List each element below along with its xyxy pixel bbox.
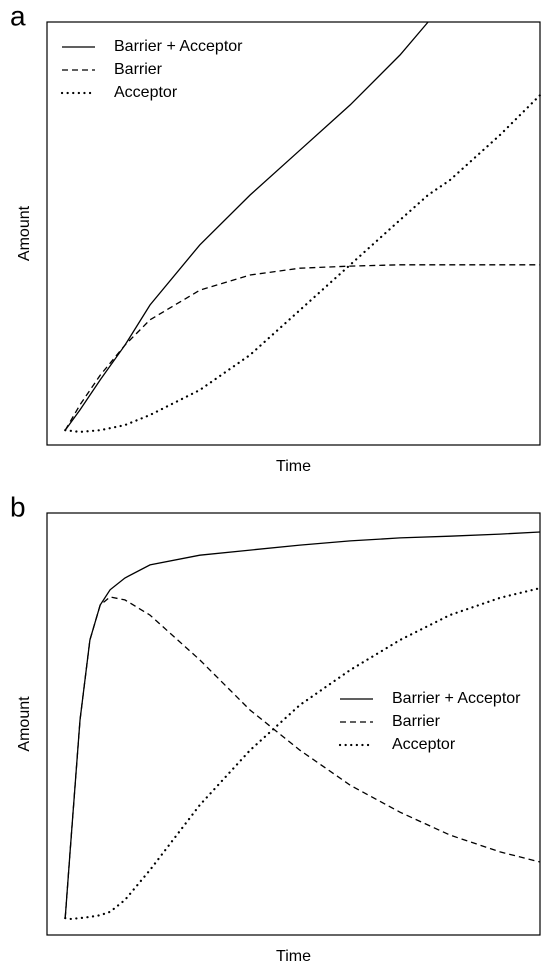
legend-label: Barrier bbox=[114, 61, 163, 78]
y-axis-label: Amount bbox=[16, 205, 33, 261]
legend-label: Acceptor bbox=[392, 736, 456, 753]
legend-label: Barrier + Acceptor bbox=[392, 690, 521, 707]
x-axis-label: Time bbox=[276, 948, 311, 965]
panel-label: a bbox=[10, 0, 26, 31]
plot-frame bbox=[46, 21, 541, 446]
series-line bbox=[64, 596, 541, 919]
legend-label: Barrier + Acceptor bbox=[114, 38, 243, 55]
legend-label: Acceptor bbox=[114, 84, 178, 101]
series-line bbox=[64, 264, 540, 431]
series-line bbox=[64, 94, 542, 434]
plot-frame bbox=[46, 512, 541, 936]
series-line bbox=[64, 587, 542, 921]
legend-label: Barrier bbox=[392, 713, 441, 730]
series-line bbox=[64, 21, 429, 431]
panel-label: b bbox=[10, 491, 26, 522]
y-axis-label: Amount bbox=[16, 696, 33, 752]
series-line bbox=[64, 531, 541, 919]
x-axis-label: Time bbox=[276, 458, 311, 475]
